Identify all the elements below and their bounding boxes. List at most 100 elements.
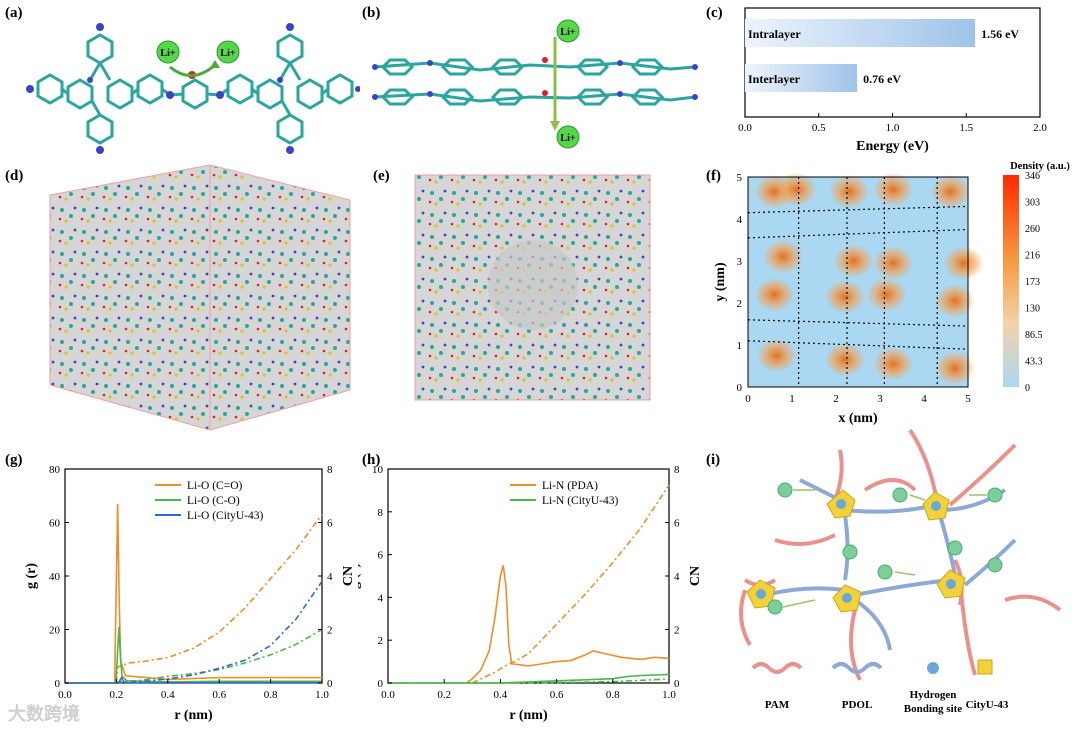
x-tick-label-1: 0.2 <box>437 689 451 701</box>
li-ion-1 <box>156 40 180 64</box>
layer-top <box>374 58 696 76</box>
density-cluster-7 <box>873 246 914 281</box>
legend-cityu43-label: CityU-43 <box>966 699 1009 711</box>
li-ion-top <box>556 19 580 43</box>
x-axis-title: r (nm) <box>174 708 213 723</box>
panel-b-interlayer-structure: Li+ Li+ <box>372 19 698 149</box>
panel-label-h: (h) <box>362 452 381 468</box>
density-cluster-4 <box>930 174 971 209</box>
density-cluster-1 <box>776 172 817 207</box>
density-cluster-9 <box>754 277 795 312</box>
x-tick-label-3: 0.6 <box>550 689 564 701</box>
y2-tick-label-2: 4 <box>327 571 333 583</box>
x-tick-label-5: 1.0 <box>662 689 676 701</box>
y2-tick-label-3: 6 <box>327 518 333 530</box>
pam-chains <box>739 428 1062 681</box>
panel-i-schematic: PAM PDOL Hydrogen Bonding site CityU-43 <box>739 428 1062 715</box>
dotted-y-3 <box>747 340 969 350</box>
value-label-0: 1.56 eV <box>981 27 1019 41</box>
x-tick-label-2: 1.0 <box>886 122 900 134</box>
y-tick-label-1: 20 <box>49 625 61 637</box>
x-tick-label-4: 0.8 <box>606 689 620 701</box>
y-tick-label-0: 0 <box>378 678 384 690</box>
y-axis-title: g (r) <box>358 563 362 589</box>
y-tick-label-3: 60 <box>49 518 61 530</box>
oxygen-atoms-b <box>542 57 548 96</box>
y2-tick-label-4: 8 <box>674 464 680 476</box>
rdf-line-0 <box>466 565 670 684</box>
x-tick-label-1: 0.5 <box>812 122 826 134</box>
legend-label-0: Li-N (PDA) <box>542 480 598 492</box>
migration-arrowhead-b <box>550 121 560 131</box>
y-axis-title: g (r) <box>24 563 39 589</box>
x-tick-label-2: 0.4 <box>161 689 175 701</box>
x-tick-label-2: 0.4 <box>494 689 508 701</box>
density-cluster-5 <box>763 239 804 274</box>
x-tick-label-0: 0 <box>745 393 751 405</box>
colorbar-tick-1: 303 <box>1025 198 1040 209</box>
x-tick-label-3: 3 <box>877 393 883 405</box>
panel-a-molecular-structure: Li+ Li+ <box>26 23 360 154</box>
dotted-y-1 <box>747 228 969 239</box>
x-tick-label-3: 0.6 <box>212 689 226 701</box>
y-tick-label-1: 2 <box>378 635 384 647</box>
density-cluster-8 <box>943 246 984 281</box>
y2-axis-title: CN <box>341 566 356 586</box>
nitrogen-atoms-b <box>372 60 698 100</box>
colorbar-tick-0: 346 <box>1025 171 1040 182</box>
legend-hbond-swatch <box>927 662 939 674</box>
y-tick-label-2: 2 <box>737 298 743 310</box>
pdol-chains <box>764 478 1017 651</box>
li-ion-1-label: Li+ <box>160 48 175 59</box>
colorbar-title: Density (a.u.) <box>1010 161 1070 172</box>
linker-center <box>169 78 221 110</box>
legend-label-0: Li-O (C=O) <box>187 480 243 492</box>
density-cluster-16 <box>934 351 975 386</box>
y-tick-label-5: 10 <box>372 464 384 476</box>
colorbar-tick-8: 0 <box>1025 383 1030 394</box>
x-tick-label-4: 0.8 <box>264 689 278 701</box>
y2-tick-label-0: 0 <box>327 678 333 690</box>
colorbar-tick-5: 130 <box>1025 304 1040 315</box>
cn-line-2 <box>116 580 323 684</box>
density-cluster-12 <box>934 283 975 318</box>
y-tick-label-2: 4 <box>378 592 384 604</box>
density-cluster-13 <box>756 338 797 373</box>
channel-center <box>488 240 578 330</box>
legend-pdol-label: PDOL <box>842 699 873 711</box>
cn-line-1 <box>116 628 323 684</box>
density-cluster-2 <box>829 174 870 209</box>
x-axis-title: x (nm) <box>838 411 878 426</box>
hydrogen-bonding-sites <box>756 499 956 603</box>
x-tick-label-3: 1.5 <box>959 122 973 134</box>
panel-label-a: (a) <box>5 5 23 21</box>
x-axis-title: Energy (eV) <box>856 139 929 154</box>
y2-tick-label-0: 0 <box>674 678 680 690</box>
y-tick-label-4: 8 <box>378 507 384 519</box>
category-label-0: Intralayer <box>748 27 801 41</box>
density-cluster-14 <box>824 342 865 377</box>
li-ion-bottom-label: Li+ <box>560 133 575 144</box>
plot-frame <box>747 176 969 388</box>
colorbar-tick-6: 86.5 <box>1025 330 1043 341</box>
y-tick-label-2: 40 <box>49 571 61 583</box>
rdf-line-0 <box>65 503 322 684</box>
y-tick-label-0: 0 <box>55 678 61 690</box>
x-tick-label-0: 0.0 <box>738 122 752 134</box>
panel-label-b: (b) <box>362 5 381 21</box>
panel-f-li-density-map: 0 1 2 3 4 5 0 1 2 3 4 5 x (nm) y (nm) Density (a.u.)34… <box>713 161 1070 426</box>
value-label-1: 0.76 eV <box>863 72 901 86</box>
panel-label-c: (c) <box>706 5 723 21</box>
dotted-y-0 <box>747 205 969 214</box>
migration-arrow <box>169 63 216 77</box>
density-cluster-6 <box>833 244 874 278</box>
colorbar-tick-4: 173 <box>1025 277 1040 288</box>
panel-g-rdf-chart: Li-O (C=O) Li-O (C-O) Li-O (CityU-43) 0.0 0.… <box>24 464 356 723</box>
x-tick-label-5: 5 <box>965 393 971 405</box>
panel-label-i: (i) <box>706 452 721 468</box>
y2-tick-label-3: 6 <box>674 518 680 530</box>
panel-label-e: (e) <box>373 168 390 184</box>
molecule-right <box>219 33 354 145</box>
y-tick-label-3: 3 <box>737 256 743 268</box>
density-cluster-3 <box>873 172 914 207</box>
